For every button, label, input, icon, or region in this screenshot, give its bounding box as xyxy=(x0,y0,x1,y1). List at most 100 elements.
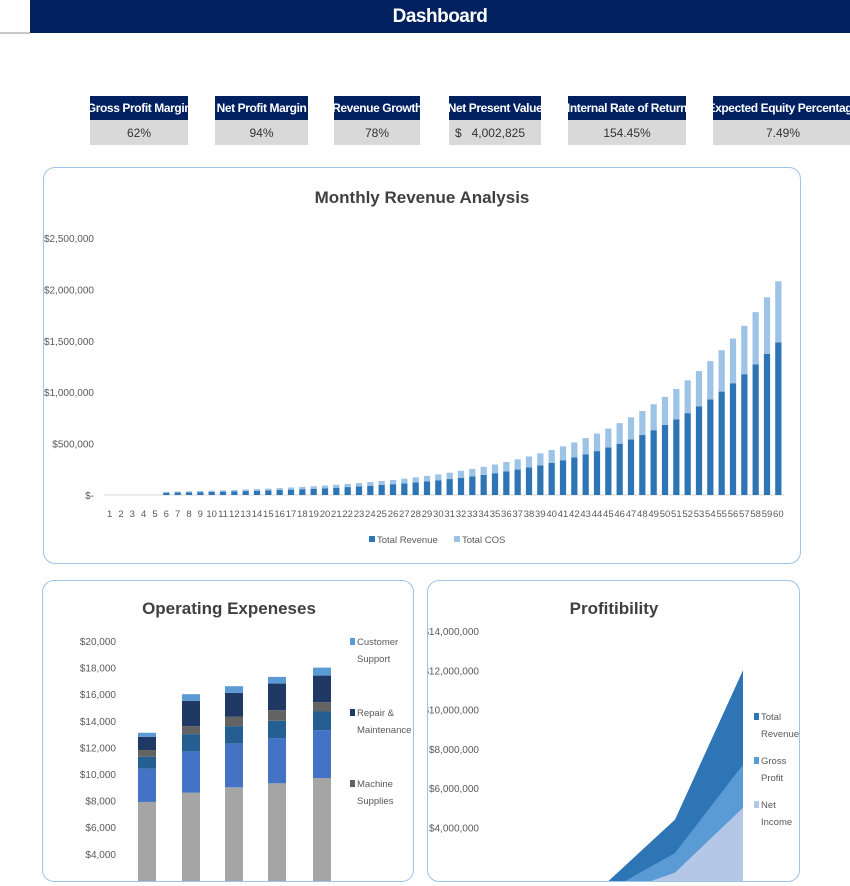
bar-segment xyxy=(321,488,329,495)
x-tick-label: 38 xyxy=(524,509,535,520)
bar-segment xyxy=(182,694,200,701)
bar-segment xyxy=(707,399,714,495)
header-divider xyxy=(0,32,30,34)
x-tick-label: 29 xyxy=(422,509,433,520)
x-tick-label: 59 xyxy=(762,509,773,520)
x-tick-label: 50 xyxy=(660,509,671,520)
x-tick-label: 14 xyxy=(252,509,263,520)
legend-swatch xyxy=(350,709,355,716)
kpi-internal-rate-of-return: Internal Rate of Return 154.45% xyxy=(568,96,686,145)
bar-segment xyxy=(548,449,555,463)
bar-segment xyxy=(718,350,725,392)
bar-segment xyxy=(182,700,200,727)
legend-label: Supplies xyxy=(357,796,394,807)
x-tick-label: 12 xyxy=(229,509,240,520)
bar-segment xyxy=(313,711,331,731)
x-tick-label: 51 xyxy=(671,509,682,520)
x-tick-label: 35 xyxy=(490,509,501,520)
bar-segment xyxy=(763,353,771,495)
bar-segment xyxy=(695,406,703,495)
y-tick-label: $20,000 xyxy=(80,637,117,648)
y-tick-label: $8,000,000 xyxy=(429,745,479,756)
x-tick-label: 28 xyxy=(410,509,421,520)
x-tick-label: 24 xyxy=(365,509,376,520)
legend-swatch xyxy=(350,638,355,645)
kpi-revenue-growth: Revenue Growth 78% xyxy=(334,96,420,145)
bar-segment xyxy=(457,477,465,495)
x-tick-label: 16 xyxy=(274,509,285,520)
x-tick-label: 44 xyxy=(592,509,603,520)
bar-segment xyxy=(457,470,465,478)
bar-segment xyxy=(287,487,295,490)
x-tick-label: 9 xyxy=(198,509,203,520)
x-tick-label: 3 xyxy=(130,509,135,520)
bar-segment xyxy=(389,484,397,495)
bar-segment xyxy=(661,424,669,495)
bar-segment xyxy=(138,736,156,751)
bar-segment xyxy=(446,472,453,480)
bar-segment xyxy=(185,492,193,495)
y-tick-label: $4,000,000 xyxy=(429,823,479,834)
bar-segment xyxy=(367,482,374,486)
bar-segment xyxy=(741,325,748,375)
bar-segment xyxy=(138,801,156,886)
x-tick-label: 47 xyxy=(626,509,637,520)
bar-segment xyxy=(480,466,487,475)
x-tick-label: 27 xyxy=(399,509,410,520)
bar-segment xyxy=(253,490,261,495)
x-tick-label: 56 xyxy=(728,509,739,520)
bar-segment xyxy=(729,338,737,384)
x-tick-label: 57 xyxy=(739,509,750,520)
y-tick-label: $500,000 xyxy=(52,440,94,451)
x-tick-label: 5 xyxy=(152,509,157,520)
bar-segment xyxy=(480,474,487,495)
x-tick-label: 40 xyxy=(546,509,557,520)
bar-segment xyxy=(138,768,156,802)
bar-segment xyxy=(729,383,737,495)
kpi-net-present-value: Net Present Value $4,002,825 xyxy=(449,96,541,145)
x-tick-label: 1 xyxy=(107,509,112,520)
bar-segment xyxy=(684,380,691,414)
bar-segment xyxy=(741,374,748,495)
kpi-value: 4,002,825 xyxy=(471,125,525,140)
y-tick-label: $- xyxy=(85,491,94,502)
x-tick-label: 43 xyxy=(580,509,591,520)
bar-segment xyxy=(225,716,243,727)
bar-segment xyxy=(182,734,200,752)
x-tick-label: 30 xyxy=(433,509,444,520)
bar-segment xyxy=(412,477,419,483)
bar-segment xyxy=(208,491,215,495)
chart-title: Operating Expeneses xyxy=(142,599,316,618)
bar-segment xyxy=(616,423,623,444)
y-tick-label: $2,000,000 xyxy=(44,285,94,296)
bar-segment xyxy=(138,750,156,757)
bar-segment xyxy=(548,462,555,495)
bar-segment xyxy=(268,676,286,684)
bar-segment xyxy=(225,743,243,788)
bar-segment xyxy=(182,726,200,735)
x-tick-label: 4 xyxy=(141,509,146,520)
x-tick-label: 58 xyxy=(750,509,761,520)
bar-segment xyxy=(367,485,374,495)
bar-segment xyxy=(268,720,286,739)
y-tick-label: $12,000 xyxy=(80,743,117,754)
bar-segment xyxy=(525,456,533,468)
bar-segment xyxy=(174,492,181,495)
x-tick-label: 45 xyxy=(603,509,614,520)
bar-segment xyxy=(268,783,286,886)
legend-label: Total xyxy=(761,712,781,723)
bar-segment xyxy=(242,489,249,492)
bar-segment xyxy=(313,777,331,886)
bar-segment xyxy=(571,457,578,495)
bar-segment xyxy=(514,469,521,495)
kpi-label: Expected Equity Percentage xyxy=(713,96,850,120)
bar-segment xyxy=(593,451,601,495)
bar-segment xyxy=(559,446,567,461)
legend-swatch xyxy=(369,536,375,542)
bar-segment xyxy=(525,467,533,495)
bar-segment xyxy=(775,281,782,343)
monthly-revenue-chart: Monthly Revenue Analysis $- $500,000 $1,000… xyxy=(44,188,784,546)
legend-label: Customer xyxy=(357,637,398,648)
bar-segment xyxy=(627,417,635,440)
kpi-label: Internal Rate of Return xyxy=(568,96,686,120)
